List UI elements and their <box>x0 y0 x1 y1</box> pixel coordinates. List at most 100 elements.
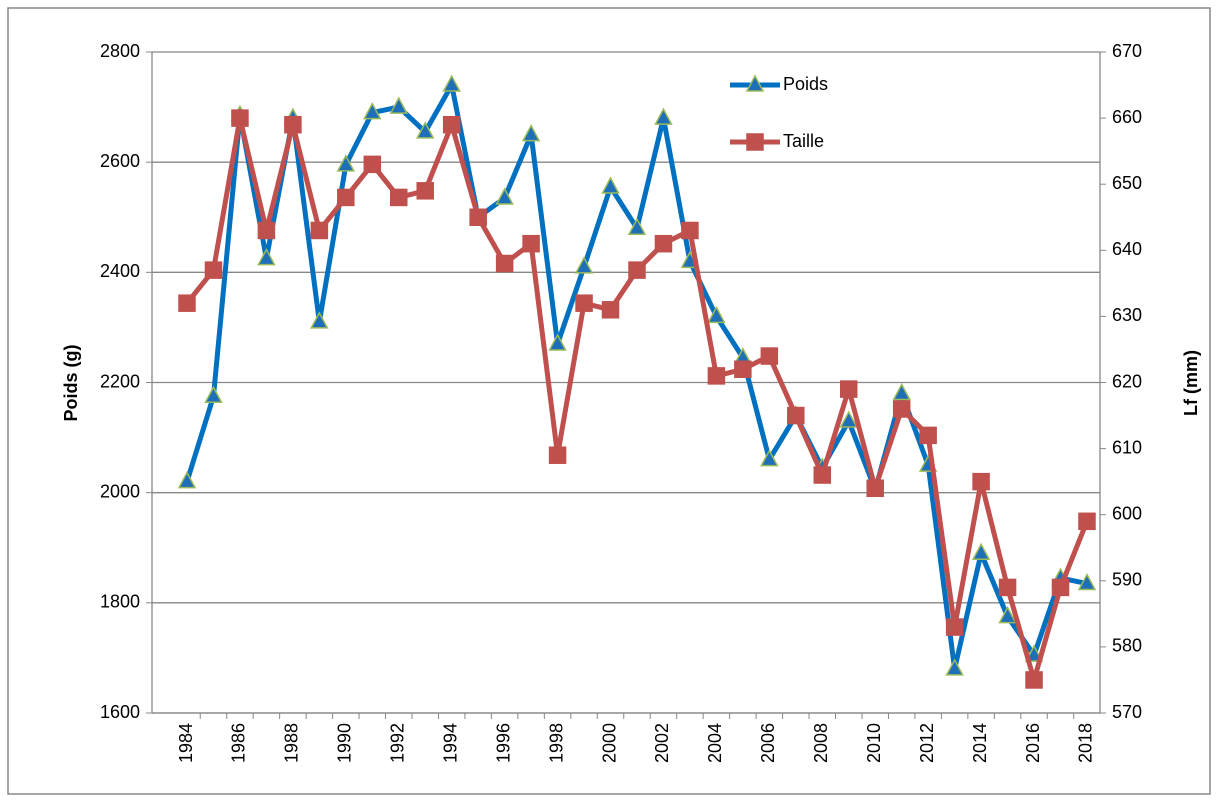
x-tick-label: 1986 <box>229 723 249 763</box>
data-point <box>521 124 541 142</box>
data-point <box>522 234 540 253</box>
y-tick-label: 2800 <box>100 41 140 61</box>
data-point <box>892 382 911 401</box>
y-tick-label: 2200 <box>100 371 140 391</box>
data-point <box>892 400 911 418</box>
data-point <box>337 188 355 207</box>
data-point <box>840 380 858 398</box>
x-tick-label: 2012 <box>917 723 937 763</box>
y2-tick-label: 600 <box>1112 503 1142 523</box>
y-tick-label: 2600 <box>100 151 140 171</box>
data-point <box>204 385 223 404</box>
y2-tick-label: 610 <box>1112 437 1142 457</box>
data-point <box>971 542 991 561</box>
data-point <box>654 234 673 253</box>
x-tick-label: 1994 <box>440 723 460 763</box>
data-point <box>363 155 382 174</box>
data-point <box>839 410 858 428</box>
y2-tick-label: 630 <box>1112 305 1142 325</box>
x-tick-label: 2010 <box>864 723 884 763</box>
y2-axis-label: Lf (mm) <box>1181 350 1201 416</box>
x-tick-label: 1992 <box>388 723 408 763</box>
data-point <box>628 261 646 279</box>
data-point <box>495 187 514 205</box>
data-point <box>813 466 832 484</box>
data-point <box>998 578 1017 597</box>
data-point <box>945 618 964 636</box>
data-point <box>495 254 514 273</box>
data-point <box>998 606 1017 624</box>
y2-tick-label: 570 <box>1112 702 1142 722</box>
y-tick-label: 2400 <box>100 261 140 281</box>
y2-tick-label: 640 <box>1112 239 1142 259</box>
data-point <box>257 247 276 266</box>
data-point <box>787 406 805 425</box>
data-point <box>310 311 329 329</box>
data-point <box>1078 512 1096 531</box>
x-tick-label: 2008 <box>811 723 831 763</box>
data-point <box>177 471 197 489</box>
data-point <box>204 261 223 279</box>
data-point <box>415 121 435 139</box>
legend-marker <box>746 133 764 151</box>
legend-label: Poids <box>783 74 828 94</box>
y2-tick-label: 650 <box>1112 173 1142 193</box>
data-point <box>972 472 990 491</box>
data-point <box>442 115 461 134</box>
data-point <box>707 367 726 385</box>
data-point <box>627 217 647 236</box>
data-point <box>442 74 461 92</box>
data-point <box>257 221 276 240</box>
data-point <box>363 101 382 120</box>
y2-tick-label: 590 <box>1112 570 1142 590</box>
data-point <box>336 154 356 172</box>
data-point <box>548 333 567 351</box>
y-axis-label: Poids (g) <box>61 345 81 422</box>
y-tick-label: 1600 <box>100 702 140 722</box>
data-point <box>945 658 964 676</box>
data-point <box>654 107 673 125</box>
data-point <box>707 305 726 324</box>
x-tick-label: 2002 <box>652 723 672 763</box>
x-tick-label: 2014 <box>970 723 990 763</box>
x-tick-label: 1996 <box>493 723 513 763</box>
y2-tick-label: 670 <box>1112 41 1142 61</box>
data-point <box>1077 572 1097 591</box>
x-tick-label: 1998 <box>546 723 566 763</box>
data-point <box>866 479 884 498</box>
x-tick-label: 2006 <box>758 723 778 763</box>
data-point <box>919 426 937 445</box>
data-point <box>390 188 408 207</box>
data-point <box>548 446 567 464</box>
data-point <box>601 176 620 194</box>
y-tick-label: 1800 <box>100 592 140 612</box>
x-tick-label: 2018 <box>1076 723 1096 763</box>
data-point <box>760 347 779 365</box>
data-point <box>1051 578 1070 597</box>
y2-tick-label: 660 <box>1112 107 1142 127</box>
data-point <box>574 256 594 274</box>
data-point <box>469 208 487 226</box>
x-tick-label: 1988 <box>282 723 302 763</box>
x-tick-label: 1990 <box>335 723 355 763</box>
data-point <box>389 96 409 114</box>
data-point <box>416 182 434 200</box>
data-point <box>575 294 593 312</box>
data-point <box>178 294 196 312</box>
data-point <box>1025 671 1043 689</box>
y-tick-label: 2000 <box>100 481 140 501</box>
data-point <box>734 360 752 379</box>
x-tick-label: 2000 <box>599 723 619 763</box>
x-tick-label: 2004 <box>705 723 725 763</box>
y2-tick-label: 580 <box>1112 636 1142 656</box>
data-point <box>601 301 620 319</box>
y2-tick-label: 620 <box>1112 371 1142 391</box>
x-tick-label: 2016 <box>1023 723 1043 763</box>
legend-marker <box>745 74 765 92</box>
data-point <box>284 115 302 134</box>
data-point <box>310 221 329 240</box>
legend-label: Taille <box>783 131 824 151</box>
x-tick-label: 1984 <box>176 723 196 763</box>
data-point <box>760 449 779 467</box>
